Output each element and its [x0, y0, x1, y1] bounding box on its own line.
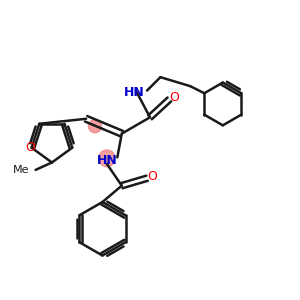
- Text: O: O: [25, 141, 35, 154]
- Circle shape: [99, 150, 115, 166]
- Text: HN: HN: [97, 154, 118, 167]
- Circle shape: [88, 120, 102, 133]
- Text: O: O: [170, 92, 180, 104]
- Text: O: O: [147, 170, 157, 183]
- Text: HN: HN: [124, 85, 145, 98]
- Text: Me: Me: [13, 165, 29, 175]
